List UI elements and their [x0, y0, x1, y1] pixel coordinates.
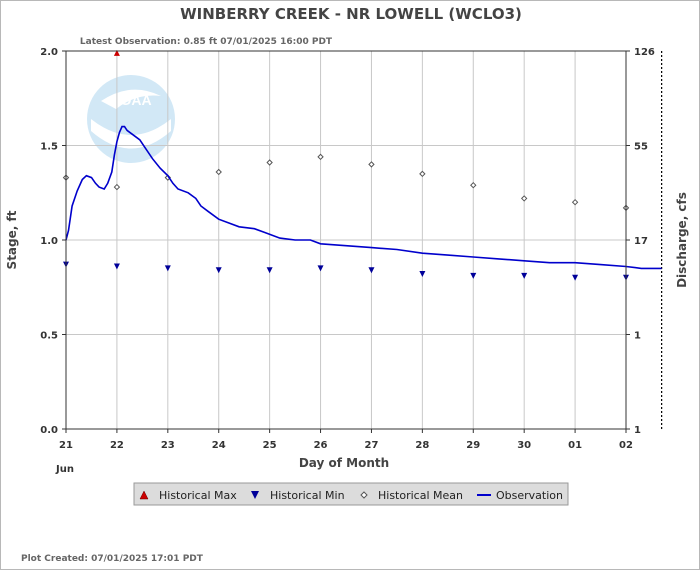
- historical-min-point: [266, 267, 273, 274]
- legend: Historical Max Historical Min Historical…: [133, 482, 569, 506]
- latest-observation-text: Latest Observation: 0.85 ft 07/01/2025 1…: [80, 37, 333, 47]
- historical-min-point: [368, 267, 375, 274]
- grid-lines: [66, 51, 626, 429]
- x-tick-label: 21: [59, 440, 73, 451]
- historical-min-point: [215, 267, 222, 274]
- historical-min-point: [419, 271, 426, 278]
- historical-min-point: [113, 263, 120, 270]
- observation-line: [65, 125, 662, 270]
- y2-tick-label: 1: [634, 425, 641, 436]
- legend-item-observation: Observation: [477, 489, 563, 502]
- historical-min-point: [572, 274, 579, 281]
- y-tick-label: 0.5: [40, 331, 58, 342]
- y-tick-label: 2.0: [40, 47, 58, 58]
- x-tick-label: 23: [161, 440, 175, 451]
- y2-tick-label: 1: [634, 331, 641, 342]
- x-tick-label: 25: [263, 440, 277, 451]
- historical-min-point: [317, 265, 324, 272]
- legend-label-historical-mean: Historical Mean: [378, 489, 463, 502]
- x-tick-label: 22: [110, 440, 124, 451]
- y2-tick-label: 126: [634, 47, 655, 58]
- svg-text:NOAA: NOAA: [110, 92, 151, 108]
- y-axis-label: Stage, ft: [5, 210, 19, 269]
- y-tick-label: 0.0: [40, 425, 58, 436]
- historical-mean-point: [419, 170, 426, 178]
- x-tick-label: 30: [517, 440, 531, 451]
- x-axis-label: Day of Month: [299, 456, 389, 470]
- historical-mean-point: [368, 161, 375, 168]
- x-axis-ticks: 21 22 23 24 25 26 27 28 29 30 01 02: [59, 429, 633, 451]
- x-tick-label: 02: [619, 440, 633, 451]
- x-tick-label: 01: [568, 440, 582, 451]
- x-tick-label: 27: [364, 440, 378, 451]
- y2-axis-ticks: 1 1 17 55 126: [626, 47, 655, 436]
- y-axis-ticks: 0.0 0.5 1.0 1.5 2.0: [40, 47, 66, 436]
- historical-min-point: [164, 265, 171, 272]
- legend-max-marker: [139, 490, 149, 500]
- legend-item-historical-max: Historical Max: [139, 489, 237, 502]
- plot-created-text: Plot Created: 07/01/2025 17:01 PDT: [21, 554, 204, 564]
- noaa-logo: NOAA: [87, 75, 175, 163]
- legend-label-observation: Observation: [496, 489, 563, 502]
- series-layer: [62, 49, 663, 429]
- chart-title: WINBERRY CREEK - NR LOWELL (WCLO3): [180, 5, 522, 23]
- legend-box: [133, 482, 569, 506]
- x-axis-month-label: Jun: [55, 464, 74, 475]
- historical-mean-point: [470, 181, 477, 189]
- historical-min-point: [470, 272, 477, 279]
- historical-mean-point: [520, 195, 528, 202]
- historical-mean-point: [215, 168, 222, 176]
- legend-item-historical-mean: Historical Mean: [360, 489, 463, 502]
- x-tick-label: 29: [466, 440, 480, 451]
- legend-item-historical-min: Historical Min: [251, 489, 345, 502]
- y-tick-label: 1.5: [40, 142, 58, 153]
- historical-mean-point: [571, 198, 579, 206]
- legend-label-historical-max: Historical Max: [159, 489, 237, 502]
- historical-mean-point: [113, 183, 121, 191]
- historical-mean-point: [266, 159, 273, 166]
- y2-tick-label: 17: [634, 236, 648, 247]
- y2-axis-label: Discharge, cfs: [675, 192, 689, 288]
- historical-max-point: [113, 49, 120, 56]
- y-tick-label: 1.0: [40, 236, 58, 247]
- legend-min-marker: [251, 491, 259, 499]
- legend-mean-marker: [360, 491, 368, 499]
- legend-label-historical-min: Historical Min: [270, 489, 345, 502]
- x-tick-label: 24: [212, 440, 226, 451]
- historical-min-point: [521, 272, 528, 279]
- y2-tick-label: 55: [634, 142, 648, 153]
- historical-mean-point: [317, 153, 324, 161]
- x-tick-label: 28: [415, 440, 429, 451]
- x-tick-label: 26: [314, 440, 328, 451]
